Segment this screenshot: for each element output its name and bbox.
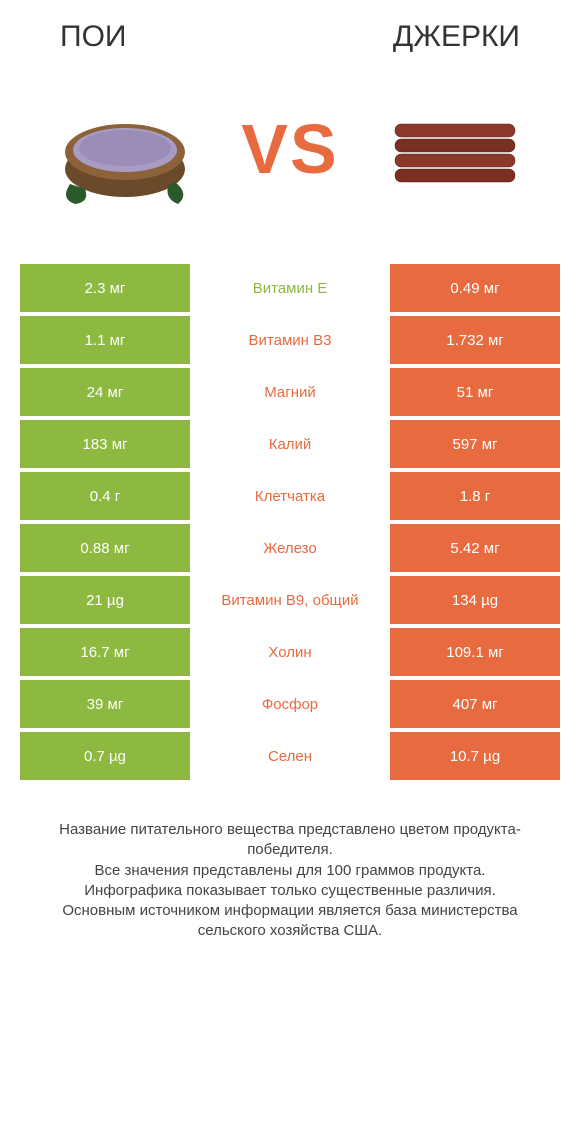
left-value: 16.7 мг bbox=[20, 628, 190, 676]
nutrient-label: Селен bbox=[190, 732, 390, 780]
table-row: 0.4 гКлетчатка1.8 г bbox=[20, 472, 560, 520]
nutrition-table: 2.3 мгВитамин E0.49 мг1.1 мгВитамин B31.… bbox=[20, 264, 560, 780]
table-row: 0.88 мгЖелезо5.42 мг bbox=[20, 524, 560, 572]
title-row: ПОИ ДЖЕРКИ bbox=[20, 20, 560, 54]
right-value: 10.7 µg bbox=[390, 732, 560, 780]
right-product-title: ДЖЕРКИ bbox=[393, 20, 520, 54]
right-value: 0.49 мг bbox=[390, 264, 560, 312]
right-value: 109.1 мг bbox=[390, 628, 560, 676]
nutrient-label: Фосфор bbox=[190, 680, 390, 728]
poi-bowl-icon bbox=[50, 74, 200, 224]
table-row: 1.1 мгВитамин B31.732 мг bbox=[20, 316, 560, 364]
table-row: 39 мгФосфор407 мг bbox=[20, 680, 560, 728]
left-value: 2.3 мг bbox=[20, 264, 190, 312]
right-value: 597 мг bbox=[390, 420, 560, 468]
left-product-title: ПОИ bbox=[60, 20, 126, 54]
nutrient-label: Витамин B9, общий bbox=[190, 576, 390, 624]
table-row: 21 µgВитамин B9, общий134 µg bbox=[20, 576, 560, 624]
table-row: 24 мгМагний51 мг bbox=[20, 368, 560, 416]
left-value: 21 µg bbox=[20, 576, 190, 624]
right-value: 1.732 мг bbox=[390, 316, 560, 364]
nutrient-label: Железо bbox=[190, 524, 390, 572]
footer-line: Название питательного вещества представл… bbox=[30, 820, 550, 861]
nutrient-label: Витамин E bbox=[190, 264, 390, 312]
footer-note: Название питательного вещества представл… bbox=[20, 820, 560, 962]
nutrient-label: Витамин B3 bbox=[190, 316, 390, 364]
jerky-sticks-icon bbox=[380, 74, 530, 224]
table-row: 2.3 мгВитамин E0.49 мг bbox=[20, 264, 560, 312]
footer-line: Основным источником информации является … bbox=[30, 901, 550, 942]
nutrient-label: Клетчатка bbox=[190, 472, 390, 520]
left-value: 39 мг bbox=[20, 680, 190, 728]
left-value: 24 мг bbox=[20, 368, 190, 416]
left-value: 0.7 µg bbox=[20, 732, 190, 780]
right-value: 51 мг bbox=[390, 368, 560, 416]
left-value: 183 мг bbox=[20, 420, 190, 468]
footer-line: Все значения представлены для 100 граммо… bbox=[30, 861, 550, 881]
footer-line: Инфографика показывает только существенн… bbox=[30, 881, 550, 901]
right-value: 1.8 г bbox=[390, 472, 560, 520]
left-value: 0.4 г bbox=[20, 472, 190, 520]
vs-label: VS bbox=[241, 109, 338, 189]
table-row: 0.7 µgСелен10.7 µg bbox=[20, 732, 560, 780]
nutrient-label: Магний bbox=[190, 368, 390, 416]
table-row: 183 мгКалий597 мг bbox=[20, 420, 560, 468]
table-row: 16.7 мгХолин109.1 мг bbox=[20, 628, 560, 676]
left-value: 0.88 мг bbox=[20, 524, 190, 572]
vs-row: VS bbox=[20, 74, 560, 224]
right-value: 5.42 мг bbox=[390, 524, 560, 572]
nutrient-label: Холин bbox=[190, 628, 390, 676]
right-value: 134 µg bbox=[390, 576, 560, 624]
nutrient-label: Калий bbox=[190, 420, 390, 468]
right-value: 407 мг bbox=[390, 680, 560, 728]
left-value: 1.1 мг bbox=[20, 316, 190, 364]
